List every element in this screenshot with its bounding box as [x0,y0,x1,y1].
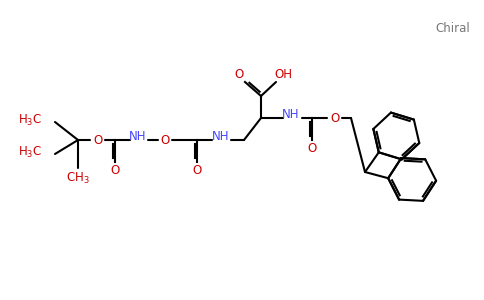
Text: NH: NH [282,109,300,122]
Text: H$_3$C: H$_3$C [18,112,42,128]
Text: O: O [110,164,120,178]
Text: NH: NH [129,130,147,143]
Text: NH: NH [212,130,230,143]
Text: Chiral: Chiral [435,22,470,34]
Text: O: O [192,164,202,178]
Text: O: O [307,142,317,155]
Text: H$_3$C: H$_3$C [18,144,42,160]
Text: CH$_3$: CH$_3$ [66,170,90,185]
Text: O: O [331,112,340,124]
Text: OH: OH [274,68,292,82]
Text: O: O [93,134,103,146]
Text: O: O [160,134,169,146]
Text: O: O [234,68,243,82]
